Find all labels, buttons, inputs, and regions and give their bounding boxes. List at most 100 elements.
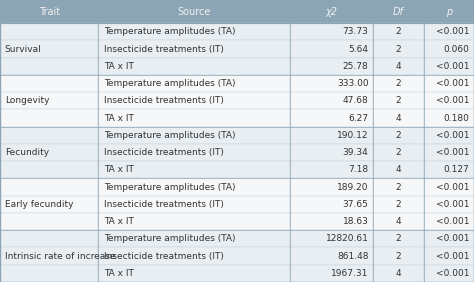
Text: <0.001: <0.001	[436, 200, 469, 209]
Text: 2: 2	[395, 45, 401, 54]
Bar	[98, 92, 290, 109]
Bar	[98, 248, 290, 265]
Text: 5.64: 5.64	[348, 45, 368, 54]
Bar	[0, 127, 98, 144]
Bar	[290, 0, 373, 23]
Bar	[0, 23, 98, 40]
Text: <0.001: <0.001	[436, 269, 469, 278]
Text: 12820.61: 12820.61	[326, 234, 368, 243]
Bar	[424, 161, 474, 179]
Bar	[98, 230, 290, 248]
Bar	[98, 109, 290, 127]
Text: 73.73: 73.73	[343, 27, 368, 36]
Text: Early fecundity: Early fecundity	[5, 200, 73, 209]
Bar	[373, 75, 424, 92]
Bar	[373, 196, 424, 213]
Bar	[290, 144, 373, 161]
Text: <0.001: <0.001	[436, 182, 469, 191]
Text: 4: 4	[395, 217, 401, 226]
Text: 190.12: 190.12	[337, 131, 368, 140]
Bar	[98, 213, 290, 230]
Bar	[98, 265, 290, 282]
Bar	[424, 144, 474, 161]
Bar	[98, 179, 290, 196]
Text: 2: 2	[395, 27, 401, 36]
Bar	[424, 109, 474, 127]
Bar	[0, 248, 98, 265]
Text: 2: 2	[395, 79, 401, 88]
Bar	[0, 179, 98, 196]
Text: 2: 2	[395, 148, 401, 157]
Text: Insecticide treatments (IT): Insecticide treatments (IT)	[104, 45, 224, 54]
Text: Temperature amplitudes (TA): Temperature amplitudes (TA)	[104, 79, 236, 88]
Text: 333.00: 333.00	[337, 79, 368, 88]
Text: Df: Df	[393, 6, 404, 17]
Bar	[373, 23, 424, 40]
Bar	[424, 179, 474, 196]
Bar	[424, 58, 474, 75]
Bar	[98, 144, 290, 161]
Text: 2: 2	[395, 252, 401, 261]
Text: Temperature amplitudes (TA): Temperature amplitudes (TA)	[104, 234, 236, 243]
Text: Source: Source	[177, 6, 211, 17]
Bar	[290, 230, 373, 248]
Text: 0.127: 0.127	[444, 165, 469, 174]
Text: 861.48: 861.48	[337, 252, 368, 261]
Bar	[424, 248, 474, 265]
Bar	[373, 0, 424, 23]
Bar	[373, 265, 424, 282]
Bar	[290, 179, 373, 196]
Bar	[0, 40, 98, 58]
Bar	[424, 75, 474, 92]
Bar	[373, 40, 424, 58]
Bar	[0, 196, 98, 213]
Bar	[290, 40, 373, 58]
Text: Trait: Trait	[38, 6, 60, 17]
Bar	[424, 213, 474, 230]
Bar	[98, 23, 290, 40]
Bar	[424, 40, 474, 58]
Bar	[98, 0, 290, 23]
Text: <0.001: <0.001	[436, 234, 469, 243]
Text: <0.001: <0.001	[436, 252, 469, 261]
Bar	[98, 58, 290, 75]
Bar	[0, 109, 98, 127]
Text: 2: 2	[395, 131, 401, 140]
Bar	[0, 0, 98, 23]
Text: <0.001: <0.001	[436, 96, 469, 105]
Bar	[0, 213, 98, 230]
Text: 4: 4	[395, 165, 401, 174]
Bar	[98, 127, 290, 144]
Text: <0.001: <0.001	[436, 79, 469, 88]
Bar	[424, 23, 474, 40]
Bar	[0, 92, 98, 109]
Text: 47.68: 47.68	[343, 96, 368, 105]
Text: TA x IT: TA x IT	[104, 165, 134, 174]
Text: Insecticide treatments (IT): Insecticide treatments (IT)	[104, 200, 224, 209]
Text: Insecticide treatments (IT): Insecticide treatments (IT)	[104, 96, 224, 105]
Bar	[424, 230, 474, 248]
Text: Fecundity: Fecundity	[5, 148, 49, 157]
Text: 4: 4	[395, 114, 401, 123]
Bar	[373, 230, 424, 248]
Text: p: p	[446, 6, 452, 17]
Bar	[373, 109, 424, 127]
Text: 2: 2	[395, 182, 401, 191]
Bar	[424, 127, 474, 144]
Bar	[424, 196, 474, 213]
Bar	[373, 144, 424, 161]
Bar	[290, 127, 373, 144]
Text: TA x IT: TA x IT	[104, 62, 134, 71]
Text: χ2: χ2	[326, 6, 337, 17]
Bar	[290, 75, 373, 92]
Bar	[98, 75, 290, 92]
Bar	[373, 213, 424, 230]
Text: <0.001: <0.001	[436, 62, 469, 71]
Text: 7.18: 7.18	[348, 165, 368, 174]
Bar	[290, 161, 373, 179]
Bar	[373, 58, 424, 75]
Bar	[98, 40, 290, 58]
Bar	[290, 265, 373, 282]
Bar	[373, 179, 424, 196]
Text: 2: 2	[395, 234, 401, 243]
